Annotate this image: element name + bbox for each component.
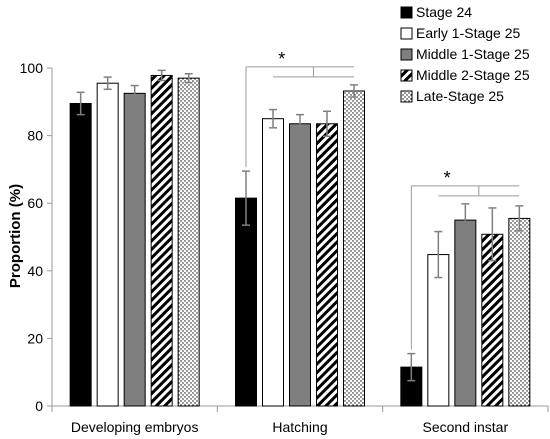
error-bars [76,69,524,382]
bar [235,197,257,407]
bar [69,102,92,407]
bar [343,90,365,407]
x-category-label: Second instar [423,419,509,435]
y-tick-label: 60 [27,195,43,211]
bar [508,217,531,407]
y-axis: 0 20 40 60 80 100 [20,60,53,414]
legend-swatch [400,27,413,40]
legend-label: Middle 1-Stage 25 [416,46,530,62]
x-category-label: Hatching [272,419,327,435]
legend-label: Middle 2-Stage 25 [416,67,530,83]
legend-swatch [400,6,413,19]
y-tick-label: 100 [20,60,44,76]
bar [316,123,338,407]
x-axis: Developing embryos Hatching Second instar [51,405,549,435]
significance-annotations: ** [245,49,520,350]
bar [123,92,146,407]
bar [289,123,311,407]
y-tick-label: 40 [27,263,43,279]
bar [454,219,477,407]
bar [177,77,200,407]
bar [96,82,119,407]
legend-label: Late-Stage 25 [416,88,504,104]
bar [262,118,284,407]
y-tick-label: 80 [27,128,43,144]
legend: Stage 24 Early 1-Stage 25 Middle 1-Stage 2… [400,4,530,104]
legend-swatch [400,90,413,103]
x-category-label: Developing embryos [71,419,199,435]
bar [150,74,173,407]
y-axis-title: Proportion (%) [7,184,24,288]
legend-swatch [400,48,413,61]
legend-label: Early 1-Stage 25 [416,25,520,41]
y-tick-label: 20 [27,330,43,346]
significance-label: * [444,168,451,188]
bars [69,74,531,407]
legend-label: Stage 24 [416,4,472,20]
legend-swatch [400,69,413,82]
y-tick-label: 0 [35,398,43,414]
significance-label: * [278,49,285,69]
